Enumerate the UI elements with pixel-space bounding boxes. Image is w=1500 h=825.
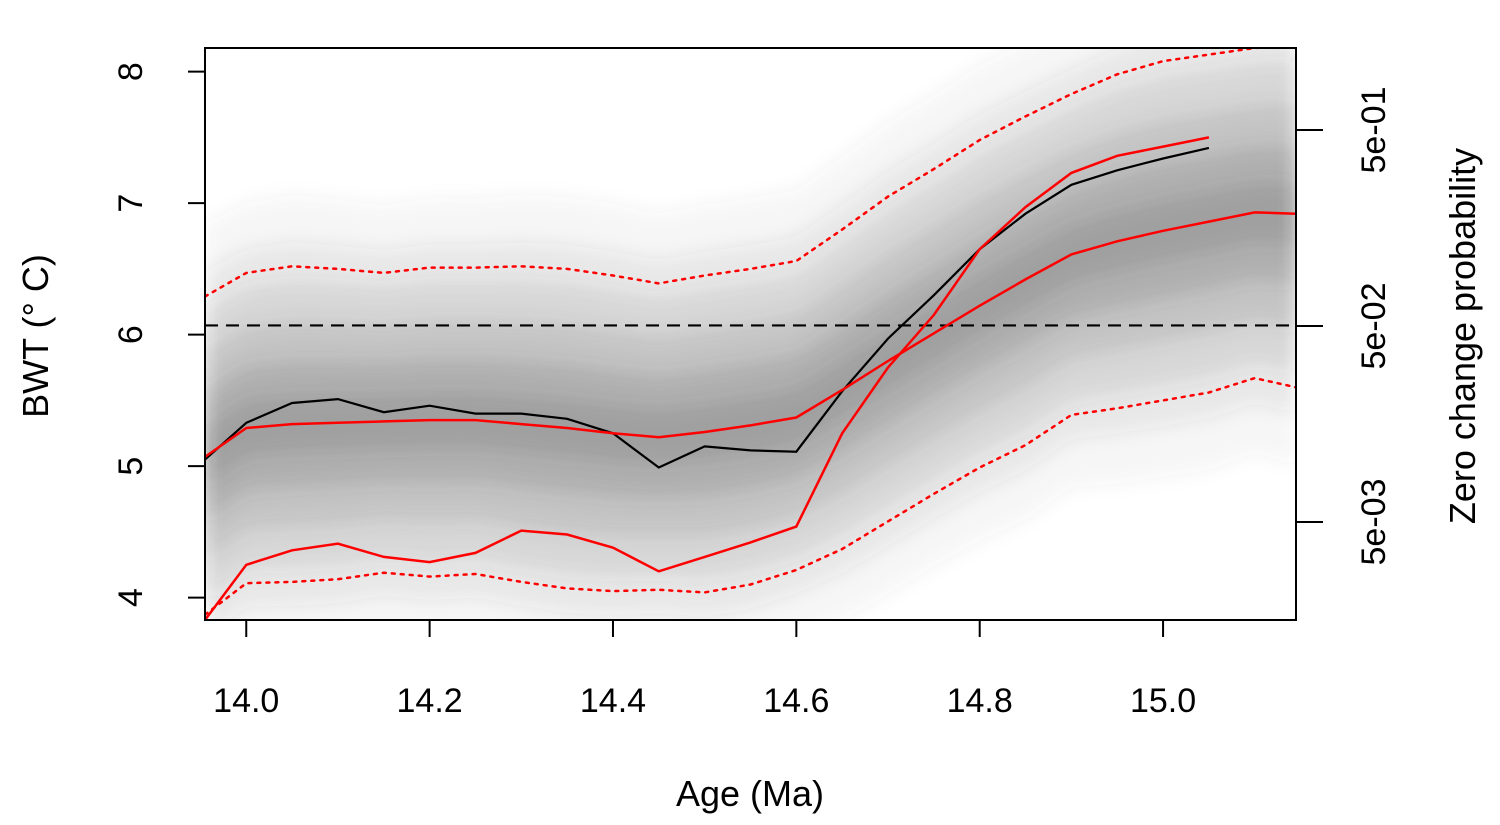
y-axis-title: BWT (° C) (15, 254, 56, 418)
y-tick-label: 4 (112, 588, 150, 607)
median-line (205, 146, 1210, 469)
y2-tick-label: 5e-02 (1355, 283, 1393, 370)
y2-axis-title: Zero change probability (1442, 148, 1483, 524)
y-axis: 4 5 6 7 8 (112, 62, 205, 607)
ensemble-density-band (205, 182, 1296, 486)
series-lines (205, 48, 1296, 620)
x-tick-label: 14.2 (397, 682, 463, 720)
y2-tick-label: 5e-03 (1355, 479, 1393, 566)
y-tick-label: 6 (112, 325, 150, 344)
x-axis: 14.0 14.2 14.4 14.6 14.8 15.0 (213, 620, 1196, 720)
ensemble-cloud (205, 48, 1296, 620)
y-tick-label: 8 (112, 62, 150, 81)
upper-bound-line (205, 48, 1275, 298)
model-mean-line (205, 211, 1296, 458)
y-tick-label: 7 (112, 194, 150, 213)
x-axis-title: Age (Ma) (676, 773, 824, 814)
x-tick-label: 14.8 (947, 682, 1013, 720)
model-upper-line (205, 136, 1210, 620)
y2-tick-label: 5e-01 (1355, 87, 1393, 174)
x-tick-label: 14.6 (763, 682, 829, 720)
y-tick-label: 5 (112, 457, 150, 476)
secondary-y-axis: 5e-03 5e-02 5e-01 (1296, 87, 1393, 566)
x-tick-label: 15.0 (1130, 682, 1196, 720)
x-tick-label: 14.4 (580, 682, 646, 720)
x-tick-label: 14.0 (213, 682, 279, 720)
lower-bound-line (205, 376, 1296, 616)
